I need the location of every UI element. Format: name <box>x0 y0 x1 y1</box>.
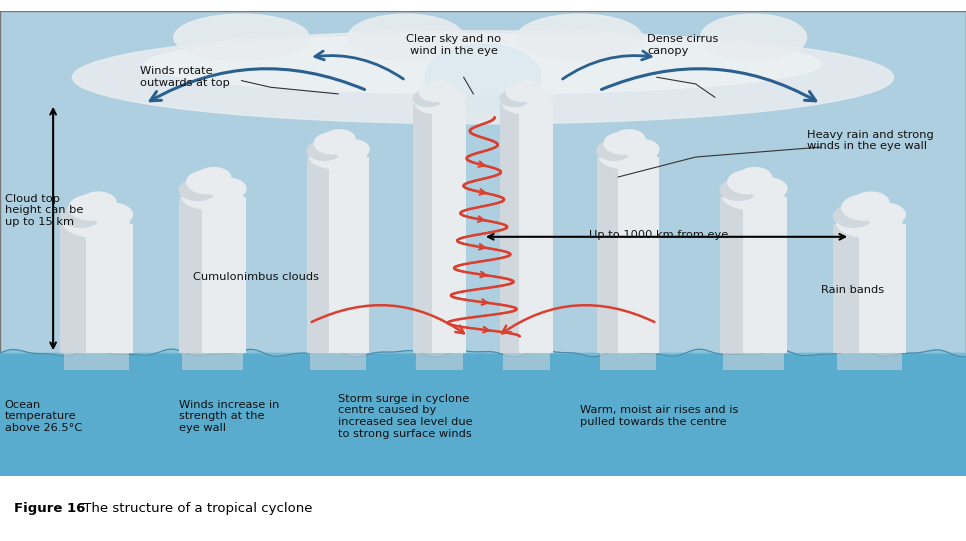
FancyBboxPatch shape <box>203 197 246 353</box>
Ellipse shape <box>597 141 632 160</box>
FancyBboxPatch shape <box>86 223 133 353</box>
Ellipse shape <box>502 94 551 114</box>
Ellipse shape <box>61 205 100 227</box>
Ellipse shape <box>310 145 366 169</box>
Ellipse shape <box>613 130 645 148</box>
Text: Ocean
temperature
above 26.5°C: Ocean temperature above 26.5°C <box>5 400 82 433</box>
Text: Figure 16: Figure 16 <box>14 502 86 515</box>
FancyBboxPatch shape <box>597 157 618 353</box>
FancyBboxPatch shape <box>502 353 551 370</box>
Ellipse shape <box>413 90 442 107</box>
Text: Dense cirrus
canopy: Dense cirrus canopy <box>647 34 719 56</box>
FancyBboxPatch shape <box>307 157 328 353</box>
Ellipse shape <box>64 210 129 237</box>
Text: Storm surge in cyclone
centre caused by
increased sea level due
to strong surfac: Storm surge in cyclone centre caused by … <box>338 394 472 439</box>
Ellipse shape <box>853 192 889 213</box>
Ellipse shape <box>179 180 216 200</box>
Text: Cloud top
height can be
up to 15 km: Cloud top height can be up to 15 km <box>5 194 83 227</box>
Ellipse shape <box>738 168 772 187</box>
Text: Winds rotate
outwards at top: Winds rotate outwards at top <box>140 67 230 88</box>
FancyBboxPatch shape <box>519 104 554 353</box>
FancyBboxPatch shape <box>723 353 784 370</box>
FancyBboxPatch shape <box>415 353 464 370</box>
Ellipse shape <box>514 81 541 96</box>
FancyBboxPatch shape <box>0 11 966 476</box>
Ellipse shape <box>145 34 821 94</box>
Ellipse shape <box>506 83 538 101</box>
Ellipse shape <box>427 81 454 96</box>
Ellipse shape <box>93 203 132 226</box>
Text: Clear sky and no
wind in the eye: Clear sky and no wind in the eye <box>407 34 501 56</box>
Text: Heavy rain and strong
winds in the eye wall: Heavy rain and strong winds in the eye w… <box>807 130 933 151</box>
Ellipse shape <box>174 14 309 61</box>
Ellipse shape <box>70 195 112 220</box>
Ellipse shape <box>723 184 784 210</box>
FancyBboxPatch shape <box>744 197 787 353</box>
Ellipse shape <box>324 130 355 148</box>
FancyBboxPatch shape <box>0 353 966 476</box>
Ellipse shape <box>842 195 886 220</box>
Ellipse shape <box>314 133 352 154</box>
Ellipse shape <box>183 184 243 210</box>
Ellipse shape <box>72 31 894 124</box>
Ellipse shape <box>600 145 656 169</box>
Ellipse shape <box>419 83 451 101</box>
Ellipse shape <box>750 178 787 199</box>
Ellipse shape <box>186 170 227 194</box>
Text: The structure of a tropical cyclone: The structure of a tropical cyclone <box>79 502 313 515</box>
Ellipse shape <box>524 89 553 105</box>
FancyBboxPatch shape <box>600 353 656 370</box>
Ellipse shape <box>197 168 231 187</box>
Ellipse shape <box>500 90 529 107</box>
Ellipse shape <box>209 178 246 199</box>
Ellipse shape <box>415 94 464 114</box>
Text: Rain bands: Rain bands <box>821 285 884 295</box>
Text: Cumulonimbus clouds: Cumulonimbus clouds <box>193 272 319 282</box>
FancyBboxPatch shape <box>328 157 369 353</box>
Ellipse shape <box>700 14 807 61</box>
Ellipse shape <box>425 44 541 110</box>
Text: Warm, moist air rises and is
pulled towards the centre: Warm, moist air rises and is pulled towa… <box>580 405 738 427</box>
FancyBboxPatch shape <box>61 223 86 353</box>
FancyBboxPatch shape <box>179 197 203 353</box>
FancyBboxPatch shape <box>720 197 744 353</box>
Text: Winds increase in
strength at the
eye wall: Winds increase in strength at the eye wa… <box>179 400 279 433</box>
Ellipse shape <box>604 133 641 154</box>
Ellipse shape <box>348 14 464 61</box>
Text: Up to 1000 km from eye: Up to 1000 km from eye <box>589 230 728 240</box>
FancyBboxPatch shape <box>183 353 243 370</box>
Ellipse shape <box>334 140 369 159</box>
Ellipse shape <box>624 140 659 159</box>
FancyBboxPatch shape <box>413 104 432 353</box>
FancyBboxPatch shape <box>618 157 660 353</box>
FancyBboxPatch shape <box>310 353 366 370</box>
Ellipse shape <box>720 180 757 200</box>
Ellipse shape <box>80 192 116 213</box>
Ellipse shape <box>517 14 642 61</box>
FancyBboxPatch shape <box>859 223 906 353</box>
FancyBboxPatch shape <box>837 353 902 370</box>
FancyBboxPatch shape <box>64 353 129 370</box>
Ellipse shape <box>834 205 873 227</box>
Ellipse shape <box>727 170 768 194</box>
FancyBboxPatch shape <box>834 223 859 353</box>
Ellipse shape <box>307 141 342 160</box>
FancyBboxPatch shape <box>432 104 467 353</box>
Ellipse shape <box>437 89 466 105</box>
Ellipse shape <box>866 203 905 226</box>
Ellipse shape <box>837 210 902 237</box>
FancyBboxPatch shape <box>500 104 519 353</box>
